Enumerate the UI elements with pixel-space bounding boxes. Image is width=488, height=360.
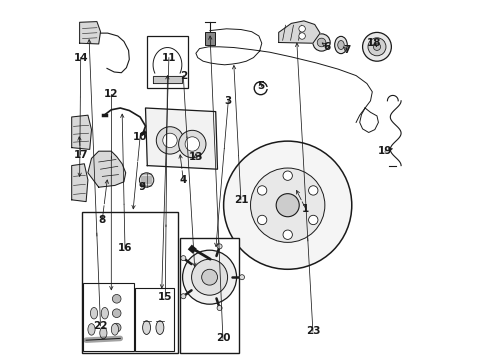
Circle shape [283,171,292,180]
Bar [179,238,239,353]
Circle shape [250,168,324,242]
Circle shape [362,32,390,61]
Circle shape [308,186,317,195]
Polygon shape [278,21,320,43]
Circle shape [308,215,317,225]
Text: 21: 21 [233,195,247,205]
Text: 13: 13 [188,152,203,162]
Ellipse shape [111,324,118,335]
Circle shape [139,173,153,187]
Text: 9: 9 [138,182,145,192]
Ellipse shape [90,307,98,319]
Circle shape [317,38,325,47]
Bar [83,283,133,351]
Circle shape [185,137,199,151]
Circle shape [191,259,227,295]
Text: 4: 4 [179,175,186,185]
Circle shape [312,34,329,51]
Text: 8: 8 [99,215,106,225]
Ellipse shape [142,321,150,334]
Bar [146,36,187,88]
Text: 5: 5 [257,81,264,91]
Circle shape [298,26,305,32]
Circle shape [257,215,266,225]
Text: 22: 22 [93,321,107,331]
Text: 1: 1 [302,204,309,214]
Polygon shape [145,108,217,169]
Circle shape [223,141,351,269]
Ellipse shape [334,36,346,54]
Bar [204,32,215,45]
Text: 16: 16 [118,243,132,253]
Circle shape [257,186,266,195]
Text: 2: 2 [179,71,186,81]
Text: 23: 23 [305,326,320,336]
Text: 10: 10 [133,132,147,142]
Polygon shape [72,164,88,202]
Polygon shape [80,22,101,44]
Ellipse shape [156,321,163,334]
Ellipse shape [100,327,107,339]
Text: 18: 18 [366,38,381,48]
Bar [134,288,174,351]
Text: 12: 12 [104,89,118,99]
Bar [81,212,178,353]
Circle shape [181,256,185,261]
Text: 17: 17 [73,150,88,160]
Text: 14: 14 [73,53,88,63]
Circle shape [367,38,385,56]
Ellipse shape [101,307,108,319]
Circle shape [373,43,380,50]
Circle shape [283,230,292,239]
Circle shape [112,294,121,303]
Circle shape [239,275,244,280]
Text: 11: 11 [162,53,176,63]
Circle shape [201,269,217,285]
Circle shape [182,250,236,304]
Circle shape [156,127,183,154]
Circle shape [178,130,205,158]
Polygon shape [88,151,125,187]
Circle shape [112,323,121,332]
Text: 20: 20 [215,333,230,343]
Polygon shape [88,286,136,340]
Text: 3: 3 [224,96,231,106]
Circle shape [181,294,185,299]
Circle shape [217,306,222,311]
Circle shape [217,244,222,249]
Text: 15: 15 [158,292,172,302]
Polygon shape [153,76,182,83]
Text: 19: 19 [377,146,391,156]
Ellipse shape [337,40,344,49]
Ellipse shape [88,324,95,335]
Text: 7: 7 [343,45,350,55]
Circle shape [298,33,305,39]
Circle shape [163,133,177,148]
Circle shape [112,309,121,318]
Text: 6: 6 [323,42,330,52]
Polygon shape [72,115,91,149]
Circle shape [276,194,299,217]
